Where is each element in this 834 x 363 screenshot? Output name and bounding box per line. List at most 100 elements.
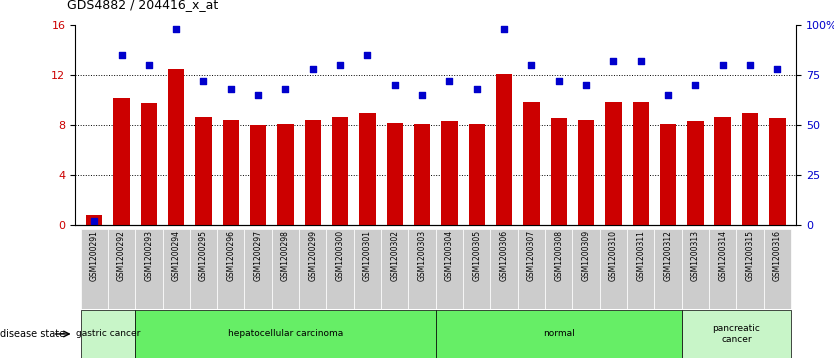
Bar	[190, 229, 217, 309]
Text: hepatocellular carcinoma: hepatocellular carcinoma	[228, 330, 343, 338]
Bar	[605, 102, 621, 225]
Point	[388, 82, 401, 88]
Text: GSM1200309: GSM1200309	[581, 230, 590, 281]
Bar	[687, 122, 704, 225]
Bar	[81, 310, 135, 358]
Bar	[326, 229, 354, 309]
Point	[415, 92, 429, 98]
Bar	[272, 229, 299, 309]
Point	[142, 62, 155, 68]
Text: GSM1200303: GSM1200303	[418, 230, 427, 281]
Bar	[277, 124, 294, 225]
Point	[334, 62, 347, 68]
Bar	[496, 74, 512, 225]
Bar	[660, 124, 676, 225]
Point	[634, 58, 647, 64]
Text: GSM1200312: GSM1200312	[664, 230, 672, 281]
Point	[115, 52, 128, 58]
Point	[497, 26, 510, 32]
Bar	[572, 229, 600, 309]
Bar	[715, 117, 731, 225]
Bar	[108, 229, 135, 309]
Bar	[655, 229, 681, 309]
Bar	[469, 124, 485, 225]
Bar	[441, 122, 458, 225]
Bar	[764, 229, 791, 309]
Bar	[299, 229, 326, 309]
Text: GSM1200297: GSM1200297	[254, 230, 263, 281]
Text: GSM1200316: GSM1200316	[773, 230, 781, 281]
Bar	[435, 229, 463, 309]
Bar	[168, 69, 184, 225]
Text: gastric cancer: gastric cancer	[76, 330, 140, 338]
Point	[689, 82, 702, 88]
Text: GSM1200304: GSM1200304	[445, 230, 454, 281]
Bar	[244, 229, 272, 309]
Text: GSM1200294: GSM1200294	[172, 230, 181, 281]
Text: GSM1200292: GSM1200292	[117, 230, 126, 281]
Bar	[550, 118, 567, 225]
Bar	[741, 113, 758, 225]
Bar	[409, 229, 435, 309]
Text: GSM1200310: GSM1200310	[609, 230, 618, 281]
Bar	[217, 229, 244, 309]
Bar	[332, 117, 349, 225]
Bar	[523, 102, 540, 225]
Point	[771, 66, 784, 72]
Text: GSM1200298: GSM1200298	[281, 230, 290, 281]
Text: GSM1200313: GSM1200313	[691, 230, 700, 281]
Bar	[381, 229, 409, 309]
Text: GSM1200308: GSM1200308	[555, 230, 563, 281]
Text: GSM1200295: GSM1200295	[199, 230, 208, 281]
Bar	[435, 310, 681, 358]
Text: GSM1200314: GSM1200314	[718, 230, 727, 281]
Bar	[359, 113, 375, 225]
Point	[580, 82, 593, 88]
Bar	[414, 124, 430, 225]
Point	[525, 62, 538, 68]
Bar	[141, 103, 157, 225]
Point	[306, 66, 319, 72]
Bar	[627, 229, 655, 309]
Point	[743, 62, 756, 68]
Bar	[463, 229, 490, 309]
Text: GSM1200302: GSM1200302	[390, 230, 399, 281]
Point	[470, 86, 484, 92]
Point	[606, 58, 620, 64]
Bar	[518, 229, 545, 309]
Text: GSM1200296: GSM1200296	[226, 230, 235, 281]
Point	[88, 218, 101, 224]
Point	[443, 78, 456, 84]
Text: GSM1200311: GSM1200311	[636, 230, 646, 281]
Point	[197, 78, 210, 84]
Bar	[223, 120, 239, 225]
Bar	[135, 310, 435, 358]
Text: GSM1200301: GSM1200301	[363, 230, 372, 281]
Bar	[632, 102, 649, 225]
Bar	[163, 229, 190, 309]
Point	[361, 52, 374, 58]
Bar	[769, 118, 786, 225]
Text: pancreatic
cancer: pancreatic cancer	[712, 324, 761, 344]
Bar	[86, 215, 103, 225]
Point	[279, 86, 292, 92]
Bar	[250, 125, 266, 225]
Text: GSM1200306: GSM1200306	[500, 230, 509, 281]
Text: GSM1200291: GSM1200291	[90, 230, 98, 281]
Bar	[681, 229, 709, 309]
Bar	[736, 229, 764, 309]
Text: disease state: disease state	[0, 329, 65, 339]
Bar	[304, 120, 321, 225]
Text: GSM1200307: GSM1200307	[527, 230, 536, 281]
Point	[552, 78, 565, 84]
Text: GSM1200300: GSM1200300	[335, 230, 344, 281]
Text: normal: normal	[543, 330, 575, 338]
Bar	[578, 120, 595, 225]
Text: GDS4882 / 204416_x_at: GDS4882 / 204416_x_at	[67, 0, 218, 11]
Bar	[600, 229, 627, 309]
Bar	[81, 229, 108, 309]
Bar	[490, 229, 518, 309]
Bar	[135, 229, 163, 309]
Bar	[709, 229, 736, 309]
Text: GSM1200299: GSM1200299	[309, 230, 317, 281]
